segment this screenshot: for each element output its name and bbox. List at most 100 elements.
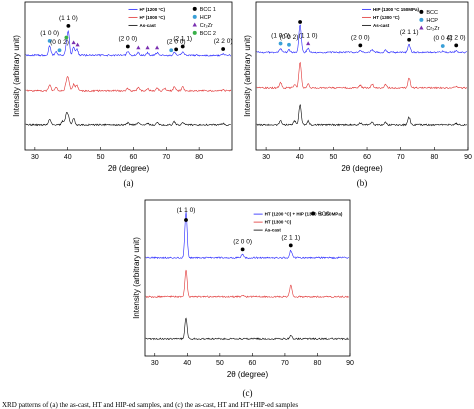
marker-legend-symbol xyxy=(311,211,316,216)
xrd-trace xyxy=(25,29,231,57)
marker-legend-entry: BCC 2 xyxy=(200,31,216,37)
marker-legend-entry: HCP xyxy=(200,15,212,21)
legend-entry: HIP (1300 °C 150MPa) xyxy=(373,7,419,12)
marker-legend-entry: BCC xyxy=(318,211,330,217)
x-tick-label: 30 xyxy=(262,154,270,161)
panel-label: (a) xyxy=(124,178,134,188)
x-axis-label: 2θ (degree) xyxy=(227,370,269,379)
y-axis-label: Intensity (arbitrary unit) xyxy=(243,35,252,117)
peak-marker xyxy=(180,44,185,49)
legend-entry: As-cast xyxy=(265,228,282,233)
marker-legend-symbol xyxy=(192,14,197,19)
peak-marker xyxy=(71,40,76,45)
marker-legend-symbol xyxy=(192,22,197,27)
peak-marker xyxy=(174,47,179,52)
peak-label: (2 0 0) xyxy=(351,34,370,41)
peak-marker xyxy=(221,47,226,51)
marker-legend-symbol xyxy=(419,25,424,30)
peak-marker xyxy=(57,48,62,53)
peak-marker xyxy=(145,45,150,50)
peak-label: (2 0 0) xyxy=(167,38,186,45)
peak-label: (2 2 0) xyxy=(214,38,233,45)
marker-legend-entry: Cr₂Zr xyxy=(426,26,439,32)
peak-label: (1 1 0) xyxy=(177,207,196,214)
peak-marker xyxy=(125,44,130,49)
x-tick-label: 60 xyxy=(130,154,138,161)
marker-legend-symbol xyxy=(419,9,424,14)
plot-frame xyxy=(144,199,351,357)
legend-entry: As-cast xyxy=(373,23,390,28)
xrd-trace xyxy=(256,104,468,127)
x-tick-label: 40 xyxy=(64,154,72,161)
x-tick-label: 90 xyxy=(346,360,354,367)
peak-marker xyxy=(64,35,69,40)
x-tick-label: 80 xyxy=(430,154,438,161)
peak-marker xyxy=(154,45,160,50)
legend-entry: HT (1300 °C) xyxy=(373,15,400,20)
peak-marker xyxy=(358,43,363,48)
x-axis-label: 2θ (degree) xyxy=(341,164,383,173)
marker-legend-symbol xyxy=(419,17,424,22)
xrd-trace xyxy=(256,24,467,54)
xrd-trace xyxy=(145,317,350,341)
x-tick-label: 50 xyxy=(97,154,105,161)
xrd-panel-3: 30 40 50 60 70 80 90 2θ (degree) Intensity (arbi… xyxy=(132,199,354,398)
peak-marker xyxy=(306,41,311,46)
x-axis-label: 2θ (degree) xyxy=(108,164,150,173)
legend-entry: HT (1200 °C) + HIP (1300 °C 150MPa) xyxy=(265,212,343,217)
peak-marker xyxy=(75,42,80,47)
x-tick-label: 70 xyxy=(162,154,170,161)
marker-legend-entry: Cr₂Zr xyxy=(200,23,213,29)
x-tick-label: 60 xyxy=(363,154,371,161)
y-axis-label: Intensity (arbitrary unit) xyxy=(12,35,21,117)
peak-label: (1 0 0) xyxy=(271,33,290,40)
peak-marker xyxy=(278,41,283,46)
peak-marker xyxy=(47,38,52,43)
x-tick-label: 70 xyxy=(397,154,405,161)
legend-entry: H* (1200 °C) xyxy=(140,7,166,12)
x-tick-label: 90 xyxy=(464,154,472,161)
peak-label: (1 1 0) xyxy=(59,15,78,22)
peak-marker xyxy=(169,48,174,53)
xrd-trace xyxy=(145,269,350,299)
x-tick-label: 80 xyxy=(314,360,322,367)
peak-marker xyxy=(66,23,71,28)
xrd-panel-2: 30 40 50 60 70 80 90 2θ (degree) Intensity (arbi… xyxy=(243,1,472,188)
peak-label: (2 1 1) xyxy=(281,234,300,241)
marker-legend-entry: HCP xyxy=(426,18,438,24)
peak-marker xyxy=(407,37,412,42)
peak-marker xyxy=(240,247,245,252)
peak-label: (1 0 0) xyxy=(40,30,59,37)
peak-marker xyxy=(440,44,445,48)
x-tick-label: 80 xyxy=(195,154,203,161)
xrd-trace xyxy=(256,61,468,90)
peak-label: (2 0 0) xyxy=(233,238,252,245)
peak-marker xyxy=(184,218,188,222)
peak-marker xyxy=(136,45,141,50)
marker-legend-entry: BCC xyxy=(426,10,438,16)
xrd-panel-1: 30 40 50 60 70 80 2θ (degree) Intensity (arbitr… xyxy=(12,1,233,188)
peak-label: (2 1 1) xyxy=(173,36,192,43)
xrd-trace xyxy=(25,112,231,127)
peak-label: (2 2 0) xyxy=(447,34,466,41)
x-tick-label: 50 xyxy=(329,154,337,161)
peak-label: (2 1 1) xyxy=(400,29,419,36)
marker-legend-symbol xyxy=(192,30,197,35)
peak-label: (2 0 0) xyxy=(118,36,137,43)
x-tick-label: 30 xyxy=(31,154,39,161)
peak-label: (0 0 2) xyxy=(50,39,69,46)
peak-label: (1 1 0) xyxy=(299,33,318,40)
legend-entry: As-cast xyxy=(140,23,157,28)
plot-frame xyxy=(255,1,469,151)
plot-frame xyxy=(24,1,233,151)
x-tick-label: 50 xyxy=(216,360,224,367)
xrd-trace xyxy=(145,211,349,260)
panel-label: (b) xyxy=(357,178,368,188)
peak-label: (0 0 2) xyxy=(280,34,299,41)
peak-marker xyxy=(298,20,302,24)
x-tick-label: 40 xyxy=(183,360,191,367)
x-tick-label: 30 xyxy=(151,360,159,367)
x-tick-label: 40 xyxy=(296,154,304,161)
peak-label: (0 0 4) xyxy=(433,35,452,42)
